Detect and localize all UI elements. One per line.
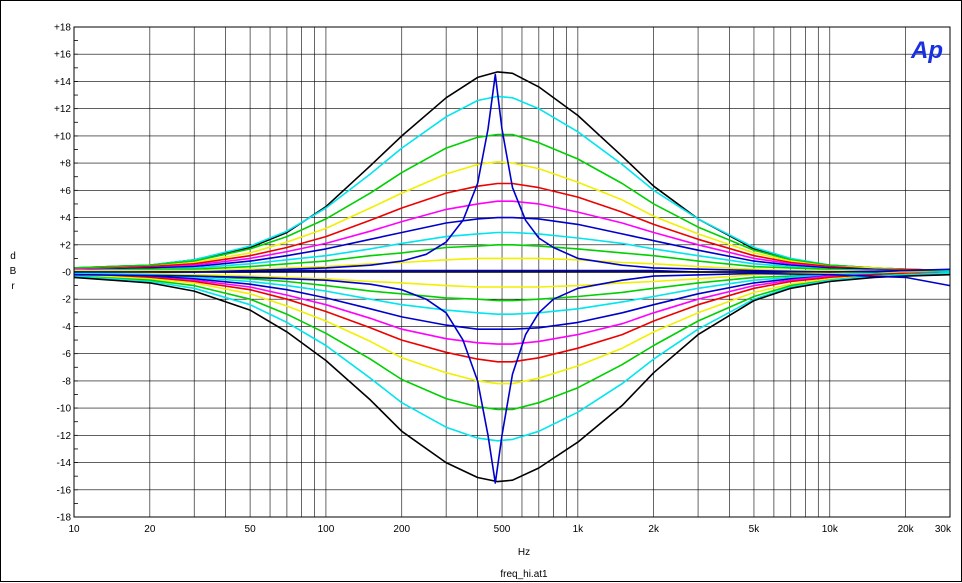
series-line-5: [73, 200, 950, 272]
y-tick-label: +10: [54, 131, 71, 142]
series-line-1: [73, 95, 951, 272]
ap-logo: Ap: [910, 37, 943, 64]
series-line-19: [73, 272, 951, 411]
x-tick-label: 30k: [935, 524, 952, 535]
x-tick-label: 500: [494, 524, 511, 535]
y-tick-label: -16: [57, 485, 72, 496]
y-tick-label: -12: [57, 431, 72, 442]
y-tick-label: +16: [54, 50, 71, 61]
y-tick-label: -6: [62, 349, 71, 360]
y-tick-label: -14: [57, 458, 72, 469]
x-tick-label: 10k: [822, 524, 839, 535]
series-line-3: [73, 161, 951, 272]
x-tick-label: 50: [245, 524, 257, 535]
x-tick-label: 10: [68, 524, 80, 535]
series-line-7: [73, 231, 950, 272]
series-line-18: [73, 272, 951, 385]
series-line-6: [73, 216, 950, 272]
y-axis-label-char: B: [10, 266, 17, 277]
y-tick-label: +2: [60, 240, 72, 251]
peak-series-line-0: [74, 73, 951, 273]
series-line-21: [73, 273, 951, 483]
y-tick-label: +12: [54, 104, 71, 115]
x-tick-label: 20: [144, 524, 156, 535]
series-line-14: [73, 271, 951, 315]
x-tick-label: 200: [393, 524, 410, 535]
y-tick-label: +14: [54, 77, 71, 88]
y-tick-label: -18: [57, 513, 72, 524]
series-line-0: [73, 71, 951, 272]
x-tick-label: 20k: [898, 524, 915, 535]
y-tick-label: -0: [62, 268, 71, 279]
plot-border: [73, 26, 951, 518]
series-line-2: [73, 133, 951, 272]
x-tick-label: 2k: [648, 524, 660, 535]
series-line-17: [73, 272, 950, 363]
series-line-15: [73, 272, 950, 330]
x-tick-label: 5k: [749, 524, 761, 535]
y-axis-label-char: d: [10, 251, 16, 262]
file-name-label: freq_hi.at1: [500, 569, 548, 580]
y-tick-label: +8: [60, 159, 72, 170]
y-tick-label: -4: [62, 322, 71, 333]
y-tick-label: +4: [60, 213, 72, 224]
x-tick-label: 100: [318, 524, 335, 535]
series-line-9: [74, 257, 950, 273]
series-line-16: [73, 272, 950, 345]
series-line-20: [73, 272, 951, 442]
series-line-13: [73, 271, 951, 302]
x-tick-label: 1k: [573, 524, 585, 535]
y-tick-label: +18: [54, 23, 71, 34]
peak-series-line-1: [73, 272, 951, 484]
x-tick-labels: 10 20 50 100 200 500 1k 2k 5k 10k 20k 30k: [68, 524, 952, 535]
y-tick-label: -2: [62, 295, 71, 306]
y-axis-label: dBr: [10, 251, 17, 292]
y-tick-labels: +18 +16 +14 +12 +10 +8 +6 +4 +2 -0 -2 -4 -6 -8 -10 -12 -…: [54, 23, 71, 524]
curves: [73, 71, 951, 484]
series-line-12: [74, 271, 950, 288]
y-tick-label: -10: [57, 404, 72, 415]
series-line-8: [73, 244, 951, 273]
y-tick-label: +6: [60, 186, 72, 197]
y-axis-label-char: r: [11, 281, 15, 292]
x-axis-label: Hz: [518, 547, 530, 558]
y-tick-label: -8: [62, 376, 71, 387]
